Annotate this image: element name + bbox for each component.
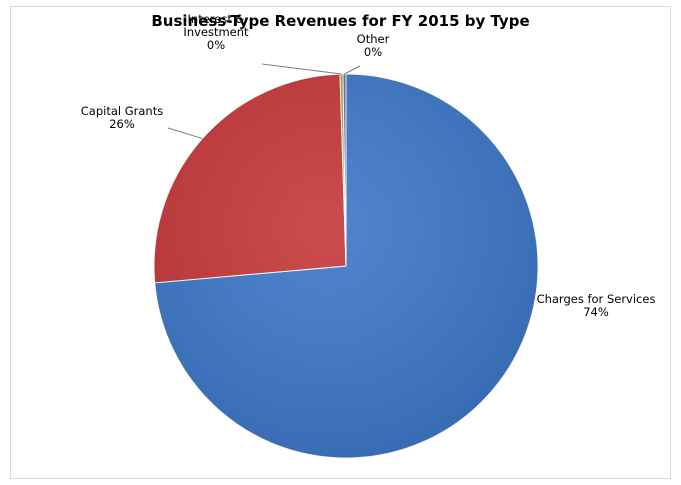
slice-labels: Charges for Services 74% Capital Grants 26%… <box>81 12 656 319</box>
leader-line <box>344 65 361 75</box>
leader-lines <box>167 63 361 140</box>
slice-label: Charges for Services 74% <box>537 292 656 319</box>
pie-shading <box>154 74 538 458</box>
slice-label: Other 0% <box>357 32 390 59</box>
chart-title: Business-Type Revenues for FY 2015 by Ty… <box>151 12 530 30</box>
leader-line <box>261 63 342 75</box>
leader-line <box>167 127 203 140</box>
slice-label: Capital Grants 26% <box>81 104 163 131</box>
slice-label: Interest & Investment 0% <box>183 12 249 52</box>
